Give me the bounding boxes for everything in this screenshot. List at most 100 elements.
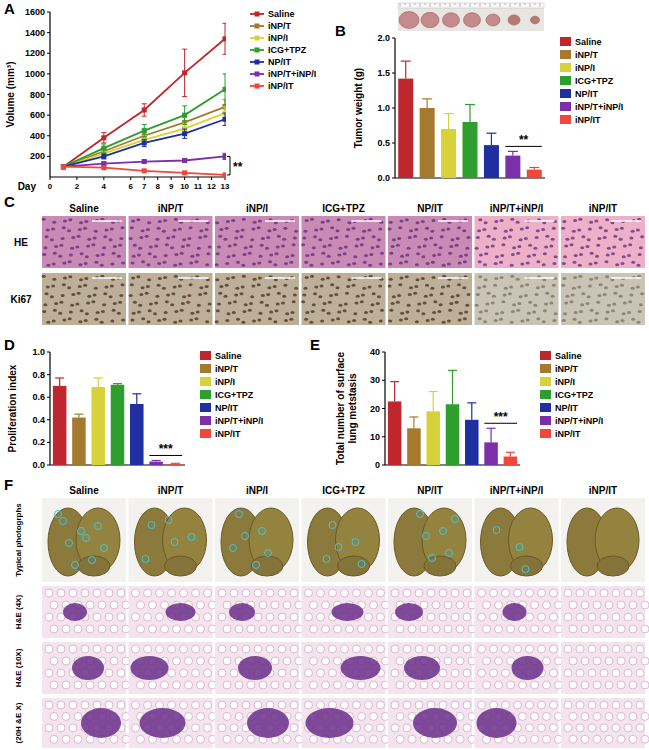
nucleus: [130, 283, 134, 286]
nucleus: [426, 319, 430, 322]
series-line: [63, 156, 225, 166]
nucleus: [336, 317, 340, 320]
ruler-tick: [490, 3, 491, 7]
alveolus: [600, 669, 608, 677]
alveolus: [322, 681, 330, 689]
error-stem: [512, 151, 513, 155]
lung-section: [561, 642, 649, 694]
nucleus: [414, 285, 418, 288]
nucleus: [219, 228, 223, 231]
nucleus: [205, 228, 209, 231]
nucleus: [101, 310, 105, 313]
metastasis-marker: [516, 544, 523, 551]
metastasis-marker: [265, 550, 272, 557]
nucleus: [503, 237, 507, 240]
nucleus: [606, 254, 610, 257]
legend-label: iNP/T+iNP/I: [575, 102, 623, 112]
ruler-tick: [415, 3, 416, 5]
nucleus: [425, 227, 429, 230]
tumor-nodule: [341, 656, 381, 680]
nucleus: [121, 261, 125, 264]
nucleus: [305, 254, 309, 257]
legend-entry: iNP/T: [250, 21, 292, 31]
nucleus: [594, 277, 598, 280]
nucleus: [129, 294, 133, 297]
alveolus: [218, 645, 226, 653]
nucleus: [75, 303, 79, 306]
y-tick-label: 0.4: [32, 415, 45, 425]
metastasis-marker: [323, 556, 330, 563]
nucleus: [232, 254, 236, 257]
alveolus: [271, 601, 279, 609]
legend-swatch: [540, 416, 551, 425]
nucleus: [158, 220, 162, 223]
scale-bar: [179, 220, 209, 222]
legend-label: NP/IT: [268, 57, 292, 67]
nucleus: [100, 321, 104, 324]
legend-label: iNP/T: [215, 364, 239, 374]
nucleus: [589, 278, 593, 281]
nucleus: [476, 236, 480, 239]
alveolus: [377, 613, 385, 621]
nucleus: [225, 284, 229, 287]
nucleus: [417, 246, 421, 249]
alveolus: [358, 625, 366, 633]
legend-entry: NP/IT: [560, 89, 599, 99]
alveolus: [451, 645, 459, 653]
nucleus: [248, 309, 252, 312]
alveolus: [50, 712, 58, 720]
legend-swatch: [200, 403, 211, 412]
ruler-tick: [450, 3, 451, 7]
nucleus: [619, 295, 623, 298]
legend-swatch: [560, 89, 571, 98]
legend-entry: iNP/T+iNP/I: [250, 69, 316, 79]
alveolus: [483, 625, 491, 633]
metastasis-marker: [429, 555, 436, 562]
nucleus: [414, 228, 418, 231]
nucleus: [330, 226, 334, 229]
nucleus: [275, 309, 279, 312]
nucleus: [448, 252, 452, 255]
alveolus: [93, 701, 101, 709]
nucleus: [83, 227, 87, 230]
alveolus: [235, 625, 243, 633]
nucleus: [639, 303, 643, 306]
legend-entry: iNP/IT: [560, 115, 601, 125]
lung-section: [475, 642, 563, 694]
nucleus: [102, 303, 106, 306]
alveolus: [271, 681, 279, 689]
nucleus: [525, 283, 529, 286]
nucleus: [328, 244, 332, 247]
nucleus: [475, 304, 479, 307]
nucleus: [572, 230, 576, 233]
nucleus: [392, 295, 396, 298]
tumor-nodule: [332, 603, 364, 621]
alveolus: [444, 625, 452, 633]
nucleus: [404, 317, 408, 320]
alveolus: [218, 701, 226, 709]
nucleus: [571, 237, 575, 240]
nucleus: [228, 244, 232, 247]
nucleus: [78, 320, 82, 323]
nucleus: [59, 301, 63, 304]
nucleus: [180, 252, 184, 255]
alveolus: [86, 601, 94, 609]
micrograph: [129, 216, 213, 268]
nucleus: [352, 284, 356, 287]
alveolus: [439, 669, 447, 677]
alveolus: [432, 625, 440, 633]
alveolus: [514, 645, 522, 653]
nucleus: [605, 218, 609, 221]
nucleus: [129, 237, 133, 240]
legend-entry: iNP/T+iNP/I: [560, 102, 623, 112]
column-label: iNP/T: [158, 203, 184, 214]
alveolus: [322, 657, 330, 665]
marker: [182, 170, 187, 175]
alveolus: [223, 657, 231, 665]
metastasis-marker: [452, 516, 459, 523]
nucleus: [426, 262, 430, 265]
y-tick-label: 0.0: [32, 460, 45, 470]
nucleus: [536, 317, 540, 320]
alveolus: [204, 701, 212, 709]
nucleus: [258, 220, 262, 223]
